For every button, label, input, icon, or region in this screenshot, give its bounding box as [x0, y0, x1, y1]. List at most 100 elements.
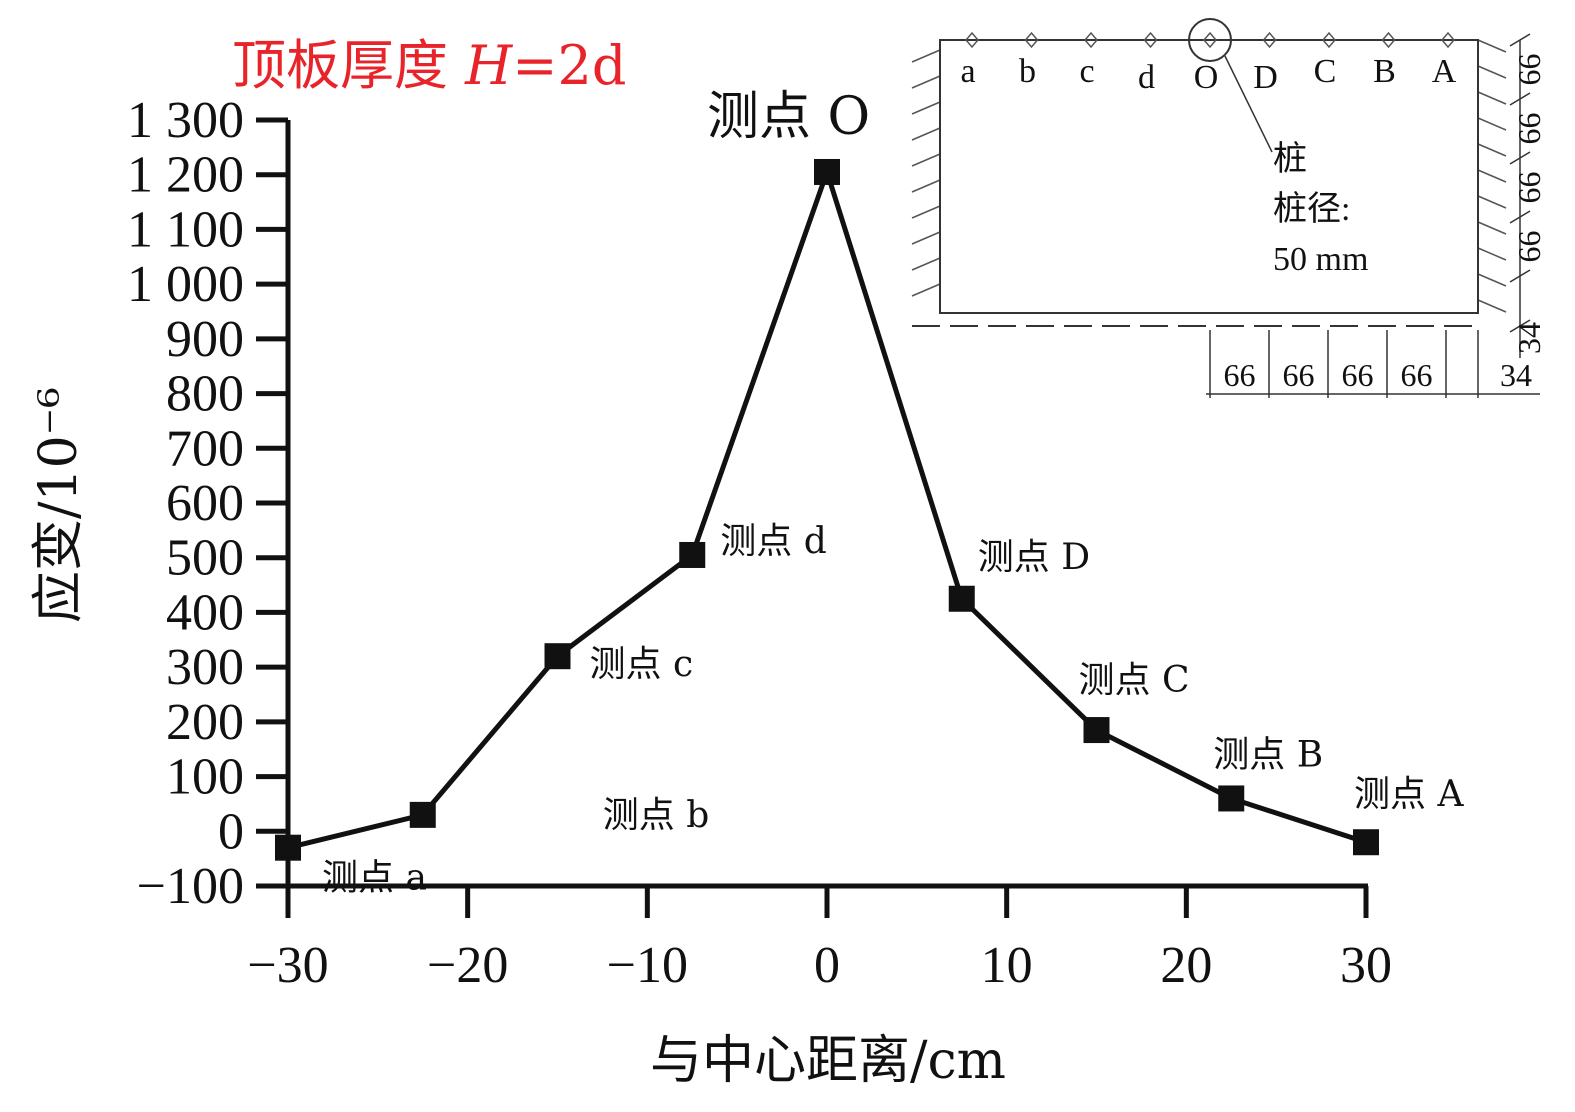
measure-point-icon — [1024, 31, 1039, 49]
dimension-tick — [1509, 269, 1531, 283]
hatch-line — [1477, 247, 1507, 261]
data-point-marker — [409, 801, 436, 828]
hatch-line — [911, 231, 941, 245]
y-tick-label: −100 — [137, 858, 244, 915]
bottom-dimension-lines: 66 66 66 66 34 — [1206, 330, 1540, 398]
point-label: 测点 C — [1079, 660, 1190, 701]
point-labels: 测点 a 测点 b 测点 c 测点 d 测点 O 测点 D 测点 C 测点 B 测点 A — [322, 87, 1464, 899]
point-label: 测点 c — [590, 644, 694, 685]
inset-point-letter: c — [1079, 53, 1094, 90]
y-tick-label: 1 100 — [127, 201, 244, 258]
measure-point-icon — [1262, 31, 1277, 49]
x-tick-label: −20 — [427, 937, 508, 994]
y-tick-label: 1 200 — [127, 147, 244, 204]
y-tick-label: 1 300 — [127, 92, 244, 149]
dimension-tick — [1509, 151, 1531, 165]
axes — [256, 120, 1368, 889]
point-label: 测点 O — [707, 87, 870, 147]
chart-title: 顶板厚度 H=2d — [232, 34, 626, 97]
x-ticks: −30 −20 −10 0 10 20 30 — [247, 886, 1392, 994]
y-tick-label: 500 — [166, 530, 244, 587]
hatch-line — [1477, 143, 1507, 157]
y-tick-label: 900 — [166, 311, 244, 368]
y-tick-label: 600 — [166, 475, 244, 532]
y-tick-label: 0 — [218, 803, 244, 860]
series-line — [287, 164, 1367, 851]
plate-outline — [939, 39, 1479, 314]
point-label: 测点 B — [1213, 734, 1323, 775]
inset-point-letter: O — [1194, 59, 1219, 96]
measure-point-icon — [1203, 31, 1217, 49]
hatch-line — [911, 179, 941, 193]
hatch-line — [1477, 91, 1507, 105]
dimension-tick — [1509, 92, 1531, 106]
hatch-line — [1477, 299, 1507, 313]
measure-point-icon — [1381, 31, 1396, 49]
hatch-line — [911, 75, 941, 89]
hatch-line — [1477, 195, 1507, 209]
inset-point-letter: D — [1253, 59, 1278, 96]
x-tick-label: 10 — [981, 937, 1033, 994]
x-tick-label: 0 — [814, 937, 840, 994]
y-tick-label: 800 — [166, 366, 244, 423]
dimension-label: 66 — [1511, 113, 1547, 145]
y-tick-label: 700 — [166, 420, 244, 477]
hatch-line — [1477, 273, 1507, 287]
hatch-line — [1477, 65, 1507, 79]
dimension-label: 66 — [1342, 357, 1374, 393]
x-axis-label: 与中心距离/cm — [650, 1031, 1006, 1091]
data-point-marker — [1218, 785, 1245, 812]
measure-point-icon — [965, 31, 979, 49]
dimension-label: 66 — [1511, 172, 1547, 204]
y-tick-label: 100 — [166, 749, 244, 806]
dimension-label: 66 — [1224, 357, 1256, 393]
x-tick-label: −30 — [247, 937, 328, 994]
inset-point-letter: C — [1314, 53, 1337, 90]
inset-point-letter: b — [1019, 53, 1036, 90]
inset-point-letter: B — [1373, 53, 1396, 90]
dimension-label: 34 — [1511, 322, 1547, 354]
pile-diameter-value: 50 mm — [1273, 241, 1368, 278]
pile-circle-icon — [1188, 18, 1232, 62]
hatch-line — [911, 153, 941, 167]
dimension-tick — [1509, 33, 1531, 47]
hatch-line — [911, 127, 941, 141]
point-label: 测点 d — [720, 521, 827, 562]
data-point-marker — [275, 834, 301, 861]
dimension-tick — [1509, 210, 1531, 224]
measure-point-icon — [1322, 31, 1336, 49]
dimension-label: 34 — [1500, 357, 1532, 393]
dimension-tick — [1509, 319, 1531, 333]
hatch-line — [1477, 221, 1507, 235]
right-support-hatch — [1477, 39, 1507, 313]
data-point-marker — [544, 643, 571, 670]
point-label: 测点 A — [1354, 774, 1464, 815]
hatch-line — [1477, 39, 1507, 53]
measure-point-icon — [1441, 31, 1455, 49]
inset-point-letter: A — [1432, 53, 1457, 90]
measure-point-icon — [1084, 31, 1098, 49]
data-point-marker — [1353, 829, 1379, 856]
hatch-line — [911, 49, 941, 63]
hatch-line — [911, 101, 941, 115]
dimension-label: 66 — [1283, 357, 1315, 393]
y-tick-label: 200 — [166, 694, 244, 751]
x-tick-label: 30 — [1340, 937, 1392, 994]
y-tick-label: 300 — [166, 639, 244, 696]
pile-label: 桩 — [1273, 140, 1307, 178]
y-tick-label: 1 000 — [127, 256, 244, 313]
hatch-line — [1477, 117, 1507, 131]
right-dimension-lines: 66 66 66 66 34 — [1509, 33, 1547, 358]
point-label: 测点 b — [603, 795, 710, 836]
data-point-marker — [1083, 717, 1110, 744]
x-tick-label: 20 — [1160, 937, 1212, 994]
y-tick-label: 400 — [166, 584, 244, 641]
measure-point-icon — [1143, 31, 1158, 49]
data-point-marker — [814, 158, 840, 185]
dimension-label: 66 — [1511, 231, 1547, 263]
point-label: 测点 a — [322, 858, 427, 899]
